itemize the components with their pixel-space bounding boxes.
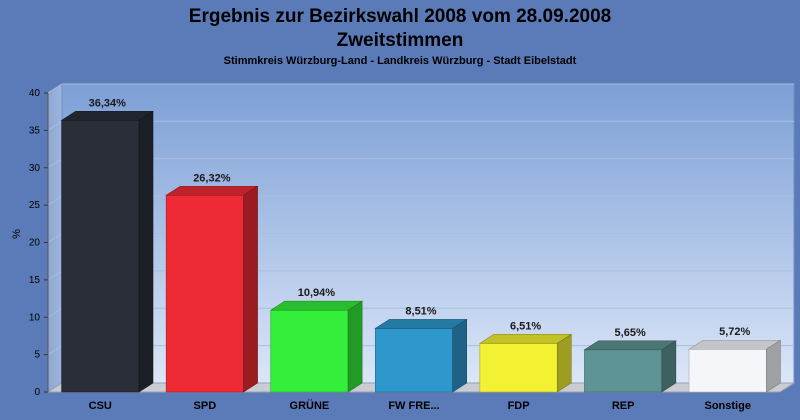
bar-front [165, 194, 244, 393]
chart-title-line2: Zweitstimmen [337, 30, 464, 51]
bar [583, 340, 677, 393]
y-tick-label: 20 [29, 238, 41, 249]
value-label: 5,72% [719, 326, 750, 338]
y-axis-ticks: 0 5 10 15 20 25 30 35 40 [29, 88, 49, 398]
category-label: REP [612, 400, 635, 412]
value-label: 36,34% [89, 97, 127, 109]
y-tick-label: 15 [29, 275, 41, 286]
bar-front [688, 348, 767, 393]
bar-front [584, 349, 663, 393]
bar-front [479, 343, 558, 393]
bar [165, 185, 259, 393]
gridline-side [47, 233, 63, 243]
value-label: 5,65% [615, 327, 646, 339]
gridline-side [47, 270, 63, 281]
category-label: GRÜNE [290, 399, 330, 412]
value-labels: 36,34% 26,32% 10,94% 8,51% 6,51% 5,65% 5,72% [89, 97, 751, 338]
bar-side [452, 318, 467, 393]
y-axis-title: % [11, 229, 23, 239]
category-label: FW FRE... [388, 400, 439, 412]
chart-subtitle: Stimmkreis Würzburg-Land - Landkreis Wür… [224, 55, 577, 67]
bar-side [243, 185, 258, 393]
gridline-side [47, 158, 63, 169]
gridline-side [47, 120, 63, 131]
gridline-side [47, 83, 63, 94]
bar [688, 339, 782, 393]
bar [60, 110, 154, 393]
y-tick-label: 0 [34, 387, 40, 398]
chart-title: Ergebnis zur Bezirkswahl 2008 vom 28.09.… [189, 6, 611, 27]
category-labels: CSU SPD GRÜNE FW FRE... FDP REP Sonstige [89, 399, 751, 412]
bar-top [165, 185, 259, 196]
bar-side [766, 339, 781, 393]
bar [478, 333, 573, 393]
category-label: FDP [508, 400, 530, 412]
bar-side [556, 333, 572, 393]
bar-side [661, 340, 677, 393]
value-label: 6,51% [510, 320, 541, 332]
category-label: SPD [194, 400, 217, 412]
bar-top [60, 111, 154, 121]
bar-top [583, 340, 677, 351]
bar [269, 300, 364, 393]
bar [374, 318, 468, 393]
bar-front [375, 328, 453, 393]
bar-front [270, 309, 349, 393]
gridline-side [47, 195, 63, 206]
bar-top [269, 300, 364, 311]
bar-front [61, 120, 140, 393]
y-tick-label: 5 [34, 350, 40, 361]
value-label: 8,51% [405, 305, 436, 317]
bar-side [138, 110, 154, 393]
value-label: 10,94% [298, 287, 336, 299]
category-label: CSU [89, 400, 112, 412]
gridline-side [47, 307, 63, 318]
y-tick-label: 25 [29, 200, 41, 211]
category-label: Sonstige [704, 400, 750, 412]
y-tick-label: 30 [29, 163, 41, 174]
gridline-side [47, 345, 63, 356]
bar-top [478, 334, 573, 344]
bars [60, 110, 782, 393]
bar-top [688, 339, 782, 350]
bar-top [374, 319, 468, 329]
y-tick-label: 35 [29, 125, 41, 136]
bar-side [347, 300, 363, 393]
y-tick-label: 40 [29, 88, 41, 99]
value-label: 26,32% [193, 172, 231, 184]
y-tick-label: 10 [29, 312, 41, 323]
